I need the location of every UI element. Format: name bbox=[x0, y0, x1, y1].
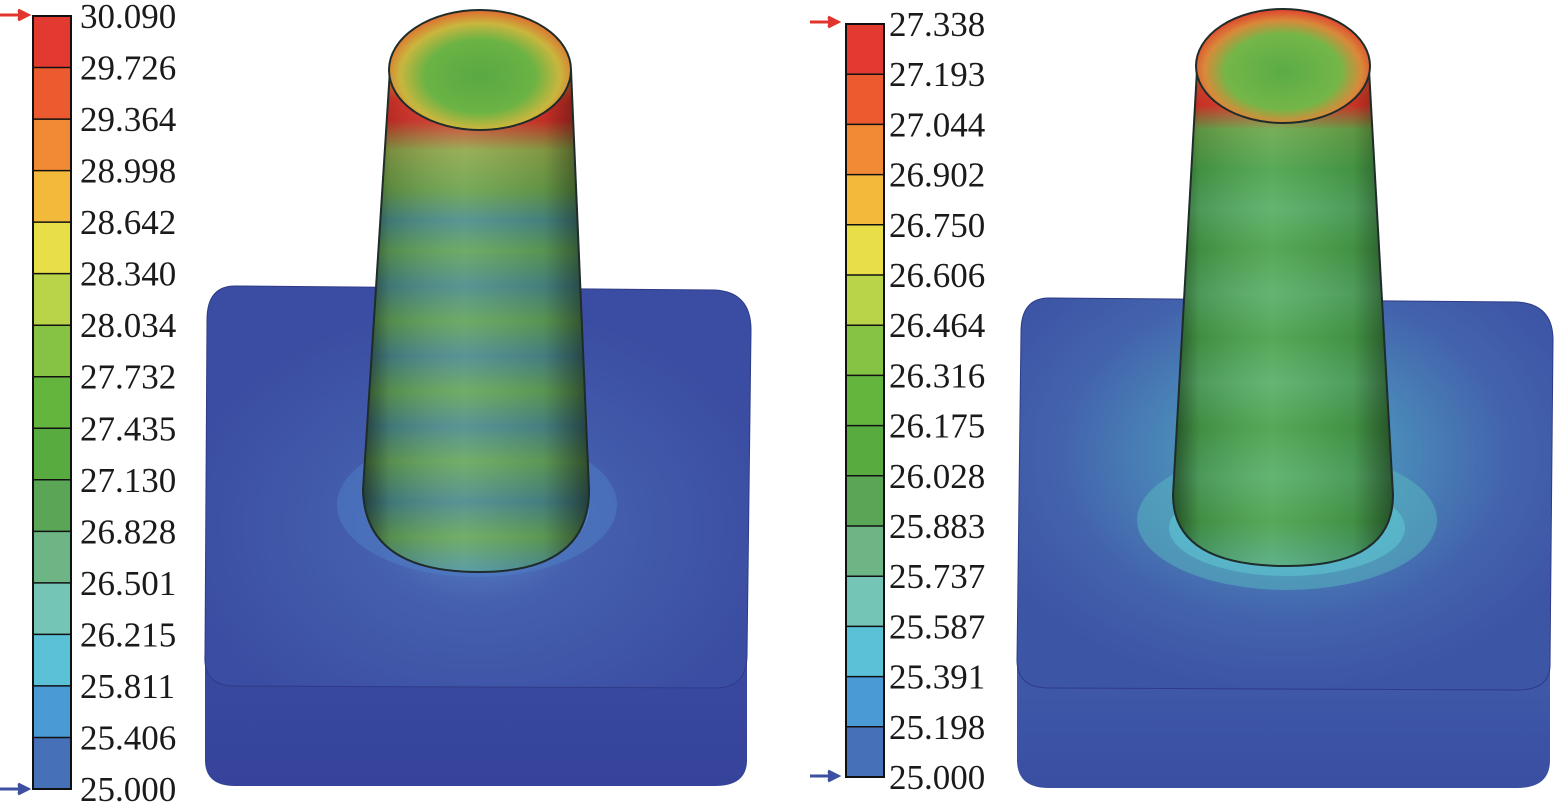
legend-band bbox=[33, 170, 71, 223]
legend-band bbox=[846, 275, 884, 326]
legend-value-label: 29.364 bbox=[80, 100, 176, 139]
legend-band bbox=[33, 325, 71, 377]
legend-band bbox=[846, 224, 884, 275]
legend-band bbox=[846, 425, 884, 476]
legend-band bbox=[33, 685, 71, 738]
legend-value-label: 26.028 bbox=[889, 457, 985, 496]
color-legend-left: 30.090 29.726 29.364 28.998 28.642 28.340 28.0… bbox=[0, 0, 176, 804]
legend-band bbox=[33, 67, 71, 120]
shaft-top-cap bbox=[1195, 8, 1371, 124]
legend-band bbox=[846, 626, 884, 677]
legend-band bbox=[846, 375, 884, 426]
legend-value-label: 27.193 bbox=[889, 55, 985, 94]
legend-value-label: 25.883 bbox=[889, 507, 985, 546]
legend-value-label: 30.090 bbox=[80, 0, 176, 36]
legend-band bbox=[846, 676, 884, 727]
legend-band bbox=[846, 325, 884, 376]
legend-band bbox=[33, 634, 71, 686]
legend-band bbox=[33, 531, 71, 583]
legend-value-label: 26.175 bbox=[889, 407, 985, 446]
legend-value-label: 28.642 bbox=[80, 203, 176, 242]
legend-value-label: 29.726 bbox=[80, 49, 176, 88]
legend-band bbox=[846, 74, 884, 125]
legend-value-label: 26.316 bbox=[889, 356, 985, 395]
legend-band bbox=[846, 24, 884, 75]
legend-band bbox=[33, 222, 71, 274]
legend-value-label: 27.044 bbox=[889, 105, 985, 144]
legend-value-label: 25.000 bbox=[889, 758, 985, 797]
legend-band bbox=[33, 119, 71, 171]
legend-value-label: 26.828 bbox=[80, 512, 176, 551]
legend-band bbox=[33, 737, 71, 789]
max-marker-arrow bbox=[0, 8, 32, 22]
max-marker-arrow bbox=[810, 15, 842, 29]
legend-value-label: 26.464 bbox=[889, 306, 985, 345]
shaft-top-cap bbox=[388, 9, 572, 131]
legend-band bbox=[846, 174, 884, 225]
legend-value-label: 25.391 bbox=[889, 658, 985, 697]
legend-band bbox=[33, 16, 71, 68]
legend-band bbox=[33, 273, 71, 326]
legend-value-label: 28.998 bbox=[80, 152, 176, 191]
legend-band bbox=[846, 576, 884, 627]
color-legend-right: 27.338 27.193 27.044 26.902 26.750 26.606 26.4… bbox=[810, 5, 985, 797]
min-marker-arrow bbox=[810, 769, 842, 783]
legend-value-label: 26.902 bbox=[889, 156, 985, 195]
legend-value-label: 26.215 bbox=[80, 615, 176, 654]
legend-value-label: 26.501 bbox=[80, 564, 176, 603]
legend-value-label: 25.000 bbox=[80, 770, 176, 804]
legend-value-label: 25.737 bbox=[889, 557, 985, 596]
legend-band bbox=[846, 726, 884, 777]
legend-value-label: 25.406 bbox=[80, 718, 176, 757]
legend-value-label: 27.338 bbox=[889, 5, 985, 44]
legend-value-label: 26.750 bbox=[889, 206, 985, 245]
legend-value-label: 28.340 bbox=[80, 255, 176, 294]
legend-value-label: 27.130 bbox=[80, 461, 176, 500]
thermal-model-left bbox=[204, 9, 752, 786]
thermal-model-right bbox=[1016, 8, 1554, 788]
legend-band bbox=[33, 479, 71, 532]
legend-value-label: 28.034 bbox=[80, 306, 176, 345]
legend-band bbox=[846, 526, 884, 577]
legend-value-label: 25.198 bbox=[889, 708, 985, 747]
legend-value-label: 27.435 bbox=[80, 409, 176, 448]
legend-value-label: 25.811 bbox=[80, 667, 175, 706]
legend-band bbox=[846, 475, 884, 526]
legend-band bbox=[33, 376, 71, 429]
legend-value-label: 25.587 bbox=[889, 607, 985, 646]
legend-band bbox=[846, 124, 884, 175]
legend-band bbox=[33, 582, 71, 635]
legend-value-label: 26.606 bbox=[889, 256, 985, 295]
legend-value-label: 27.732 bbox=[80, 358, 176, 397]
legend-band bbox=[33, 428, 71, 480]
base-side bbox=[1017, 665, 1550, 788]
min-marker-arrow bbox=[0, 782, 32, 796]
